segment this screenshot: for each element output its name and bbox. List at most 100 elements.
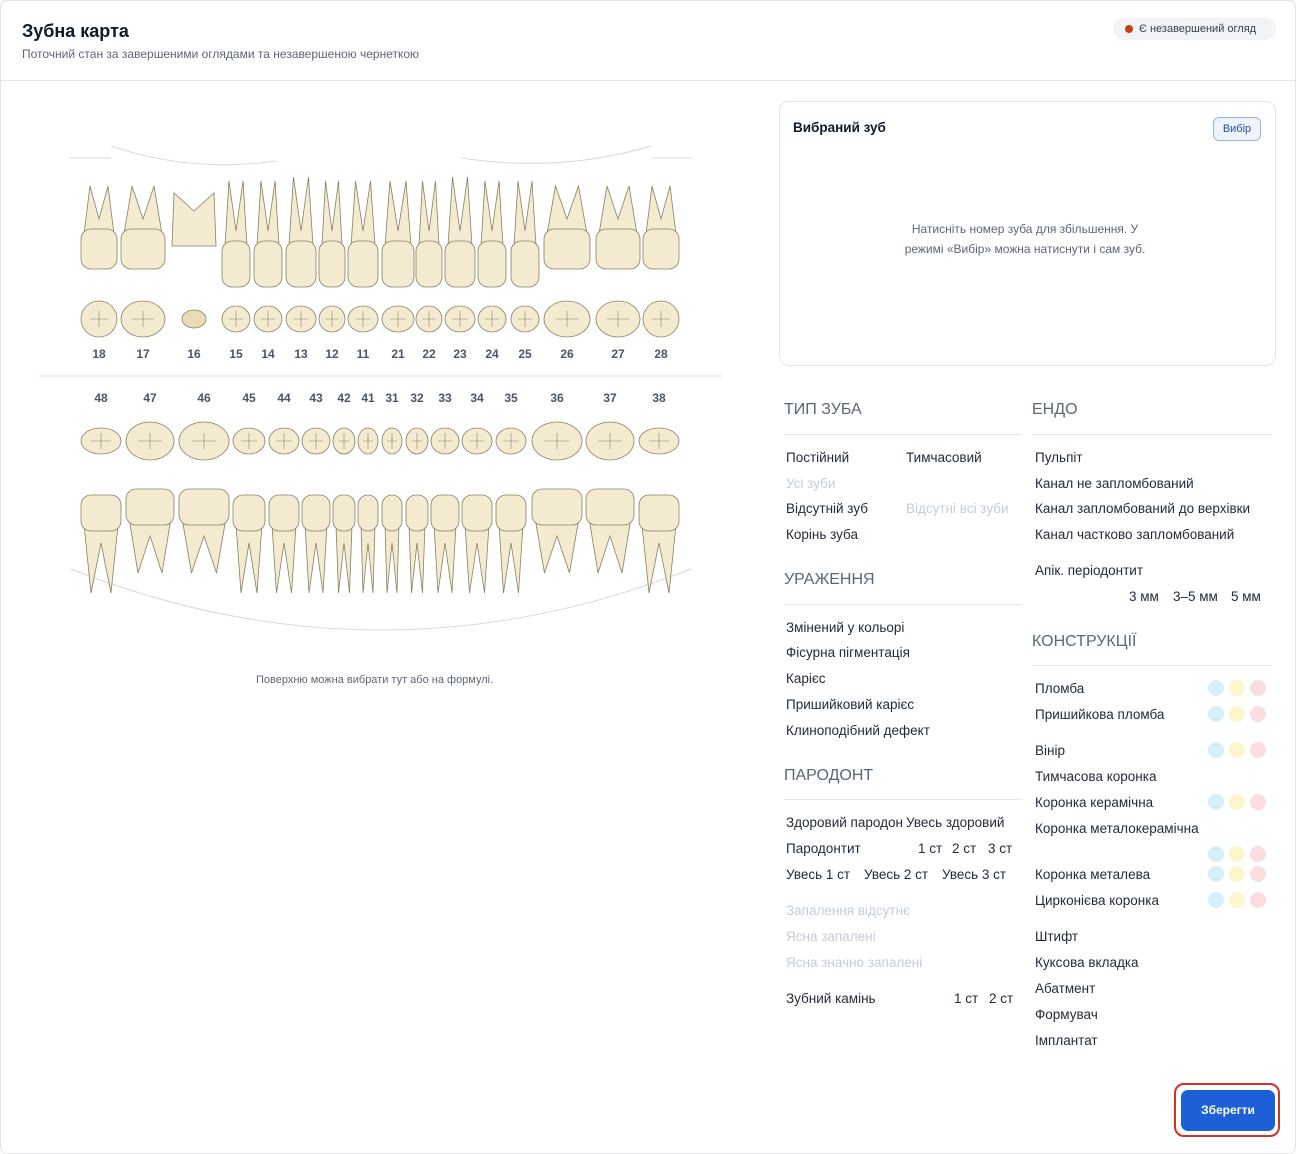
option[interactable]: 3 мм: [1129, 589, 1159, 604]
option[interactable]: Тимчасова коронка: [1035, 769, 1157, 784]
option[interactable]: Постійний: [786, 450, 850, 465]
save-button[interactable]: Зберегти: [1181, 1090, 1275, 1131]
tooth-root: [271, 524, 297, 594]
tooth-root: [304, 524, 328, 594]
tooth-number: 14: [261, 347, 275, 361]
option[interactable]: Канал частково запломбований: [1035, 527, 1235, 542]
option[interactable]: 5 мм: [1231, 589, 1261, 604]
tooth-number: 46: [197, 391, 211, 405]
tooth-fissure: [469, 433, 485, 449]
tooth-root: [534, 517, 580, 574]
tooth-crown: [405, 494, 429, 532]
tooth-number: 17: [136, 347, 150, 361]
color-option: [1229, 866, 1245, 882]
tooth-number: 18: [92, 347, 106, 361]
option[interactable]: Коронка металева: [1035, 867, 1151, 882]
section-divider: [784, 604, 1022, 605]
tooth-fissure: [363, 433, 373, 449]
option[interactable]: Увесь 1 ст: [786, 867, 851, 882]
tooth-number: 37: [603, 391, 617, 405]
option[interactable]: Увесь 2 ст: [864, 867, 929, 882]
option[interactable]: Апік. періодонтит: [1035, 563, 1144, 578]
option[interactable]: 3–5 мм: [1173, 589, 1218, 604]
tooth-crown: [477, 240, 507, 288]
section-divider: [1032, 434, 1272, 435]
option[interactable]: Фісурна пігментація: [786, 645, 910, 660]
option[interactable]: Вінір: [1035, 743, 1065, 758]
tooth-root: [350, 180, 376, 247]
option[interactable]: 1 ст: [918, 841, 943, 856]
tooth-crown: [461, 494, 493, 532]
dental-chart: 18 17 16 15 14 13 12 11 21 22 23 24 25 26 27 28 48 47 46 45…: [39, 145, 723, 631]
option[interactable]: Абатмент: [1035, 981, 1096, 996]
option[interactable]: Змінений у кольорі: [786, 620, 905, 635]
option: Ясна значно запалені: [786, 955, 923, 970]
option[interactable]: Тимчасовий: [906, 450, 982, 465]
tooth-crown: [232, 494, 266, 532]
tooth-fissure: [325, 311, 339, 327]
option[interactable]: 2 ст: [989, 991, 1014, 1006]
tooth-root: [235, 524, 263, 594]
color-option: [1208, 866, 1224, 882]
tooth-root: [321, 180, 343, 247]
tooth-root: [256, 180, 280, 247]
section-heading: УРАЖЕННЯ: [784, 571, 875, 588]
option[interactable]: Зубний камінь: [786, 991, 876, 1006]
tooth-crown: [531, 488, 583, 526]
option[interactable]: Штифт: [1035, 929, 1079, 944]
option[interactable]: 3 ст: [988, 841, 1013, 856]
option[interactable]: Куксова вкладка: [1035, 955, 1139, 970]
tooth-root: [433, 524, 457, 594]
option[interactable]: Формувач: [1035, 1007, 1098, 1022]
option[interactable]: Карієс: [786, 671, 826, 686]
option[interactable]: Імплантат: [1035, 1033, 1098, 1048]
option[interactable]: Увесь здоровий: [906, 815, 1005, 830]
tooth-number: 36: [550, 391, 564, 405]
option[interactable]: Здоровий пародонт: [786, 816, 903, 830]
tooth-crown: [430, 494, 460, 532]
tooth-fissure: [355, 311, 371, 327]
color-option: [1250, 794, 1266, 810]
option[interactable]: Пародонтит: [786, 841, 861, 856]
tooth-root: [418, 180, 440, 247]
tooth-crown: [357, 494, 379, 532]
tooth-fissure: [276, 433, 292, 449]
option[interactable]: Відсутній зуб: [786, 501, 868, 516]
color-option: [1250, 892, 1266, 908]
option[interactable]: Канал запломбований до верхівки: [1035, 501, 1251, 516]
option[interactable]: Канал не запломбований: [1035, 476, 1194, 491]
header-divider: [1, 80, 1295, 81]
option[interactable]: Цирконієва коронка: [1035, 893, 1159, 908]
tooth-crown: [415, 240, 443, 288]
option[interactable]: Пульпіт: [1035, 450, 1083, 465]
color-option: [1208, 680, 1224, 696]
section-heading: ПАРОДОНТ: [784, 767, 874, 784]
option[interactable]: Коронка керамічна: [1035, 795, 1154, 810]
option: Відсутні всі зуби: [906, 501, 1009, 516]
tooth-root: [123, 185, 163, 235]
option[interactable]: Увесь 3 ст: [942, 867, 1007, 882]
option[interactable]: 2 ст: [952, 841, 977, 856]
color-option: [1229, 706, 1245, 722]
tooth-fissure: [485, 311, 499, 327]
tooth-number: 32: [410, 391, 424, 405]
tooth-fissure: [138, 433, 162, 449]
option[interactable]: Коронка металокерамічна: [1035, 821, 1199, 836]
option[interactable]: 1 ст: [954, 991, 979, 1006]
tooth-root: [513, 180, 537, 247]
tooth-fissure: [607, 311, 629, 327]
option[interactable]: Пломба: [1035, 681, 1085, 696]
option[interactable]: Клиноподібний дефект: [786, 723, 930, 738]
option[interactable]: Корінь зуба: [786, 527, 858, 542]
color-option: [1208, 706, 1224, 722]
select-button[interactable]: Вибір: [1213, 117, 1261, 141]
tooth-fissure: [390, 311, 406, 327]
tooth-number: 26: [560, 347, 574, 361]
option[interactable]: Пришийковий карієс: [786, 697, 915, 712]
tooth-crown: [285, 240, 317, 288]
option[interactable]: Пришийкова пломба: [1035, 707, 1165, 722]
tooth-number: 38: [652, 391, 666, 405]
tooth-crown: [642, 228, 680, 270]
tooth-fissure: [90, 311, 108, 327]
tooth-fissure: [132, 311, 154, 327]
